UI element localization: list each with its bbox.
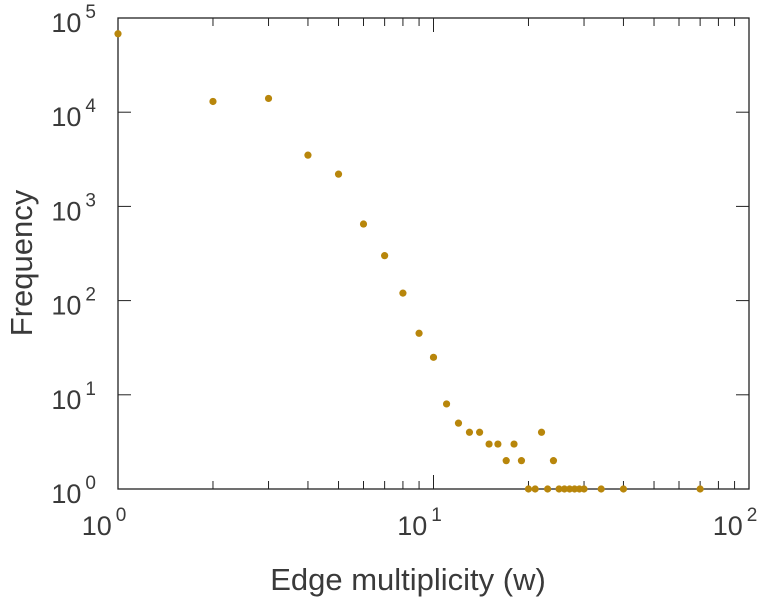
data-point (537, 428, 546, 436)
y-tick-label: 10 4 (51, 96, 96, 132)
data-point (510, 440, 518, 448)
data-point (494, 440, 502, 448)
data-point (359, 220, 368, 228)
data-point (476, 428, 484, 436)
x-minor-ticks (117, 18, 750, 489)
data-points (114, 30, 704, 493)
data-point (549, 457, 558, 465)
data-point (619, 485, 628, 493)
data-point (114, 30, 122, 38)
y-tick-label: 10 2 (51, 285, 96, 321)
data-point (544, 485, 552, 493)
data-point (454, 419, 463, 427)
x-axis-label: Edge multiplicity (w) (270, 562, 546, 597)
data-point (555, 485, 563, 493)
data-point (209, 97, 217, 106)
data-point (465, 428, 474, 436)
x-tick-label: 10 0 (82, 505, 127, 541)
data-point (304, 151, 312, 159)
data-point (429, 353, 438, 361)
data-point (524, 485, 533, 493)
data-point (399, 289, 407, 297)
y-tick-label: 10 0 (51, 473, 96, 509)
x-tick-label: 10 2 (713, 505, 758, 541)
data-point (597, 485, 605, 493)
data-point (502, 457, 510, 465)
y-tick-label: 10 3 (51, 190, 96, 226)
data-point (264, 94, 273, 103)
data-point (415, 329, 423, 337)
data-point (485, 440, 493, 448)
data-point (531, 485, 539, 493)
data-point (334, 170, 343, 178)
y-tick-label: 10 5 (51, 2, 96, 38)
data-point (517, 457, 526, 465)
plot-area (117, 17, 750, 490)
data-point (381, 252, 389, 260)
y-tick-label: 10 1 (51, 379, 96, 415)
x-tick-labels: 10 0 10 1 10 2 (82, 505, 758, 541)
data-point (565, 485, 574, 493)
y-axis-label: Frequency (4, 189, 39, 336)
x-tick-label: 10 1 (397, 505, 442, 541)
data-point (580, 485, 588, 493)
data-point (696, 485, 704, 493)
data-point (560, 485, 569, 493)
data-point (442, 400, 451, 408)
y-minor-ticks (118, 17, 749, 490)
